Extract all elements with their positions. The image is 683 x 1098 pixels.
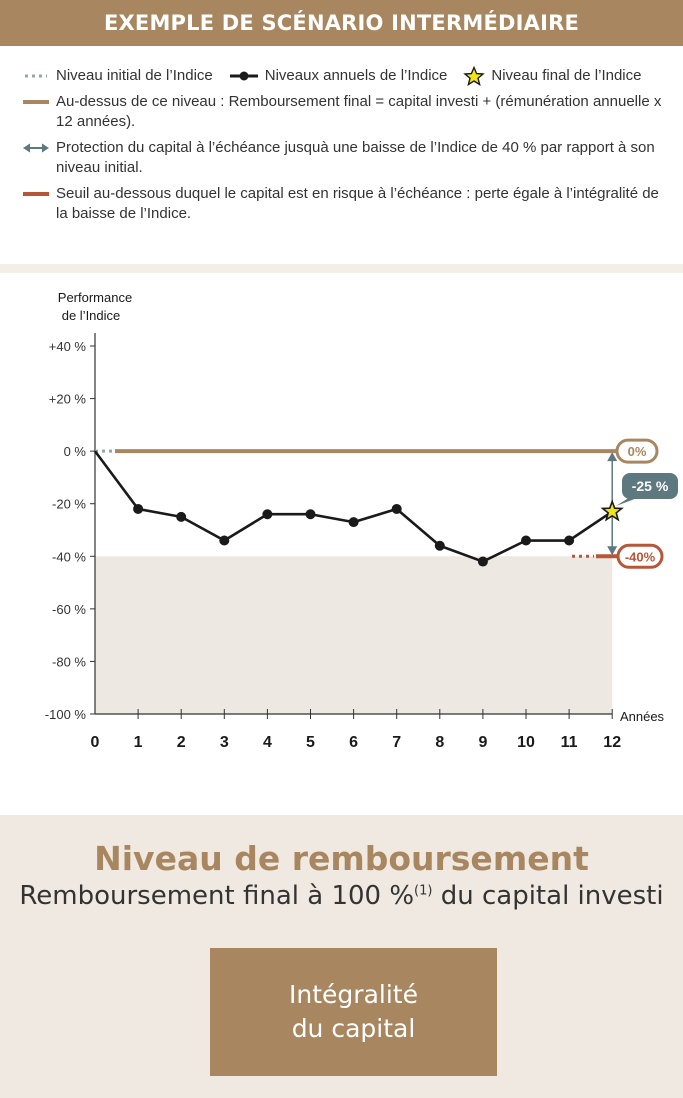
performance-chart: 0% -40% -25 % +40 % +20 % 0 % -20 % -40 % -60 %… xyxy=(0,273,683,793)
repayment-title: Niveau de remboursement xyxy=(94,839,589,878)
legend-label-protection: Protection du capital à l’échéance jusqu… xyxy=(56,139,655,176)
y-tick-label: -100 % xyxy=(45,707,87,722)
red-line-icon xyxy=(22,184,50,204)
x-tick-label: 11 xyxy=(561,734,578,751)
protection-arrow-down xyxy=(607,546,618,556)
x-tick-label: 9 xyxy=(478,734,487,751)
capital-box-line1: Intégralité xyxy=(289,980,418,1009)
badge-barrier xyxy=(616,543,664,569)
x-tick-label: 2 xyxy=(177,734,186,751)
x-tick-label: 5 xyxy=(306,734,315,751)
divider xyxy=(0,264,683,273)
legend-item-initial: Niveau initial de l’Indice xyxy=(22,66,213,86)
capital-box-line2: du capital xyxy=(291,1014,416,1043)
x-tick-label: 10 xyxy=(517,734,535,751)
x-tick-label: 1 xyxy=(134,734,143,751)
badge-final-label: -25 % xyxy=(632,478,669,494)
badge-zero-label: 0% xyxy=(628,444,647,459)
x-tick-label: 6 xyxy=(349,734,358,751)
x-axis-label: Années xyxy=(620,709,665,724)
legend-label-annual: Niveaux annuels de l’Indice xyxy=(264,67,448,84)
double-arrow-icon xyxy=(22,138,50,158)
x-tick-label: 8 xyxy=(435,734,444,751)
x-tick-label: 4 xyxy=(263,734,272,751)
risk-area xyxy=(95,556,613,714)
line-with-dot-icon xyxy=(229,66,259,86)
legend-label-initial: Niveau initial de l’Indice xyxy=(56,67,213,84)
legend-item-annual: Niveaux annuels de l’Indice xyxy=(229,66,448,86)
index-point xyxy=(391,503,402,514)
protection-arrow-up xyxy=(607,452,618,462)
x-tick-label: 12 xyxy=(603,734,621,751)
badge-final xyxy=(622,473,678,499)
dotted-line-icon xyxy=(22,66,50,86)
index-point xyxy=(219,535,230,546)
x-tick-label: 0 xyxy=(91,734,100,751)
badge-barrier-label: -40% xyxy=(625,549,656,564)
page-title: EXEMPLE DE SCÉNARIO INTERMÉDIAIRE xyxy=(0,0,683,46)
repayment-subtitle: Remboursement final à 100 %(1) du capita… xyxy=(0,881,683,911)
footnote-ref: (1) xyxy=(414,883,433,899)
y-tick-label: -40 % xyxy=(52,549,86,564)
x-tick-label: 3 xyxy=(220,734,229,751)
y-tick-label: +40 % xyxy=(49,339,87,354)
index-point xyxy=(133,503,144,514)
y-tick-label: 0 % xyxy=(64,444,87,459)
badge-zero xyxy=(615,438,659,464)
star-icon xyxy=(463,66,486,86)
final-star xyxy=(600,499,624,522)
capital-box: Intégralité du capital xyxy=(210,948,497,1076)
gold-line-icon xyxy=(22,92,50,112)
repayment-subtitle-end: du capital investi xyxy=(432,881,664,911)
y-tick-label: -60 % xyxy=(52,602,86,617)
y-tick-label: -20 % xyxy=(52,497,86,512)
index-point xyxy=(262,509,273,520)
y-axis-label: Performance xyxy=(58,290,132,305)
y-axis-label-2: de l’Indice xyxy=(62,308,121,323)
badge-final-pointer xyxy=(616,497,640,506)
legend-item-risk: Seuil au-dessous duquel le capital est e… xyxy=(22,184,662,224)
legend: Niveau initial de l’Indice Niveaux annue… xyxy=(22,66,662,230)
legend-label-final: Niveau final de l’Indice xyxy=(491,67,642,84)
index-point xyxy=(564,535,575,546)
legend-item-above-level: Au-dessus de ce niveau : Remboursement f… xyxy=(22,92,662,132)
legend-label-above-level: Au-dessus de ce niveau : Remboursement f… xyxy=(56,93,662,130)
y-tick-label: -80 % xyxy=(52,654,86,669)
legend-item-protection: Protection du capital à l’échéance jusqu… xyxy=(22,138,662,178)
index-point xyxy=(176,511,187,522)
legend-label-risk: Seuil au-dessous duquel le capital est e… xyxy=(56,185,659,222)
index-point xyxy=(477,556,488,567)
y-tick-label: +20 % xyxy=(49,392,87,407)
x-tick-label: 7 xyxy=(392,734,401,751)
repayment-panel: Niveau de remboursement Remboursement fi… xyxy=(0,815,683,1098)
index-point xyxy=(521,535,531,546)
index-series-line xyxy=(93,450,613,563)
index-point xyxy=(348,517,359,528)
index-point xyxy=(305,509,316,520)
index-point xyxy=(434,540,445,551)
repayment-subtitle-text: Remboursement final à 100 % xyxy=(19,881,415,911)
legend-item-final: Niveau final de l’Indice xyxy=(463,66,641,86)
chart-svg: 0% -40% -25 % +40 % +20 % 0 % -20 % -40 % -60 %… xyxy=(45,290,678,751)
